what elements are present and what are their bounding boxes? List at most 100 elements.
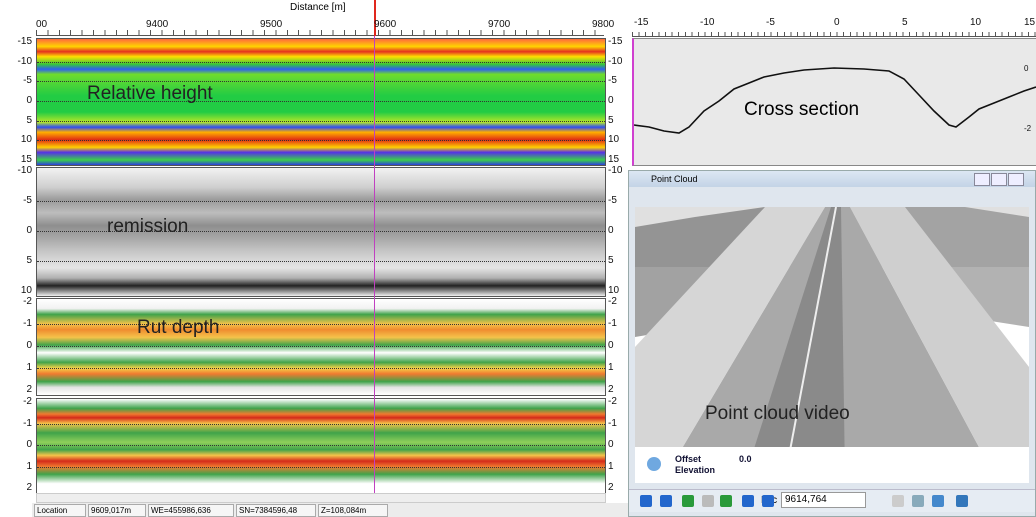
y-tick-label: 0: [608, 96, 614, 106]
cross-section-tick-label: 0: [834, 18, 840, 28]
strip-label: remission: [107, 216, 188, 238]
scrollbar[interactable]: [36, 493, 606, 503]
y-tick-label: 10: [608, 286, 619, 296]
minimize-button[interactable]: [974, 173, 990, 186]
next-button[interactable]: [742, 495, 754, 507]
y-tick-label: 2: [8, 385, 32, 395]
y-tick-label: 5: [608, 116, 614, 126]
y-tick-label: -1: [608, 419, 617, 429]
prev-button[interactable]: [660, 495, 672, 507]
window-title-bar: Point Cloud: [629, 171, 1035, 187]
status-bar: Location9609,017mWE=455986,636SN=7384596…: [32, 503, 628, 517]
tool-button[interactable]: [956, 495, 968, 507]
y-tick-label: -5: [8, 76, 32, 86]
cross-section-label: Cross section: [744, 99, 859, 121]
y-tick-label: 15: [608, 155, 619, 165]
y-tick-label: 5: [8, 256, 32, 266]
y-tick-label: 15: [8, 155, 32, 165]
cross-section-panel: Cross section: [632, 38, 1036, 166]
tool-button[interactable]: [912, 495, 924, 507]
distance-tick-label: 9400: [146, 20, 168, 30]
distance-tick-label: 9500: [260, 20, 282, 30]
distance-tick-label: 9800: [592, 20, 614, 30]
grid-line: [37, 368, 605, 369]
status-field: 9609,017m: [88, 504, 146, 517]
y-tick-label: 0: [608, 226, 614, 236]
grid-line: [37, 62, 605, 63]
y-tick-label: 0: [608, 341, 614, 351]
offset-value: 0.0: [739, 454, 752, 464]
status-field: WE=455986,636: [148, 504, 234, 517]
grid-line: [37, 201, 605, 202]
y-tick-label: -10: [608, 166, 622, 176]
y-tick-label: 10: [8, 135, 32, 145]
y-tick-label: 0: [8, 440, 32, 450]
grid-line: [37, 261, 605, 262]
distance-axis: [36, 17, 604, 36]
offset-label: Offset: [675, 454, 701, 464]
point-cloud-window: Point Cloud Point cloud video Offset 0.0…: [628, 170, 1036, 517]
tool-button[interactable]: [892, 495, 904, 507]
y-tick-label: 0: [8, 341, 32, 351]
cross-section-right-tick: 0: [1024, 64, 1028, 74]
y-tick-label: -2: [608, 297, 617, 307]
cross-section-right-tick: -2: [1024, 124, 1031, 134]
distance-axis-title: Distance [m]: [290, 2, 346, 13]
cross-section-tick-label: 5: [902, 18, 908, 28]
y-tick-label: 0: [8, 226, 32, 236]
back-button[interactable]: [682, 495, 694, 507]
window-title: Point Cloud: [651, 174, 698, 184]
loc-input[interactable]: 9614,764: [781, 492, 866, 508]
y-tick-label: -10: [8, 57, 32, 67]
rut-depth-strip-2: [36, 398, 606, 494]
y-tick-label: -5: [608, 76, 617, 86]
y-tick-label: 2: [608, 483, 614, 493]
y-tick-label: -10: [608, 57, 622, 67]
maximize-button[interactable]: [991, 173, 1007, 186]
tool-button[interactable]: [932, 495, 944, 507]
status-field: Location: [34, 504, 86, 517]
y-tick-label: -10: [8, 166, 32, 176]
stop-button[interactable]: [702, 495, 714, 507]
distance-tick-label: 00: [36, 20, 47, 30]
screen: Distance [m] Relative height remission R…: [0, 0, 1036, 517]
y-tick-label: 10: [8, 286, 32, 296]
y-tick-label: -15: [8, 37, 32, 47]
y-tick-label: -2: [8, 297, 32, 307]
remission-strip: remission: [36, 167, 606, 297]
point-cloud-view: Point cloud video: [635, 207, 1029, 477]
y-tick-label: 2: [608, 385, 614, 395]
play-button[interactable]: [720, 495, 732, 507]
y-tick-label: 1: [608, 363, 614, 373]
last-button[interactable]: [762, 495, 774, 507]
y-tick-label: -2: [8, 397, 32, 407]
y-tick-label: 5: [608, 256, 614, 266]
y-tick-label: -1: [608, 319, 617, 329]
y-tick-label: 1: [8, 363, 32, 373]
y-tick-label: 10: [608, 135, 619, 145]
grid-line: [37, 467, 605, 468]
status-field: SN=7384596,48: [236, 504, 316, 517]
elevation-label: Elevation: [675, 465, 715, 475]
grid-line: [37, 140, 605, 141]
y-tick-label: -5: [8, 196, 32, 206]
cross-section-tick-label: 15: [1024, 18, 1035, 28]
y-tick-label: 5: [8, 116, 32, 126]
cursor-line: [374, 0, 376, 36]
cross-section-tick-label: -5: [766, 18, 775, 28]
y-tick-label: 0: [608, 440, 614, 450]
y-tick-label: -15: [608, 37, 622, 47]
point-cloud-label: Point cloud video: [705, 403, 850, 425]
y-tick-label: -1: [8, 319, 32, 329]
grid-line: [37, 424, 605, 425]
first-button[interactable]: [640, 495, 652, 507]
y-tick-label: 1: [608, 462, 614, 472]
point-cloud-image: [635, 207, 1029, 477]
close-button[interactable]: [1008, 173, 1024, 186]
y-tick-label: 0: [8, 96, 32, 106]
nav-icon[interactable]: [647, 457, 661, 471]
status-field: Z=108,084m: [318, 504, 388, 517]
cursor-line: [374, 36, 375, 494]
rut-depth-strip: Rut depth: [36, 298, 606, 396]
grid-line: [37, 445, 605, 446]
